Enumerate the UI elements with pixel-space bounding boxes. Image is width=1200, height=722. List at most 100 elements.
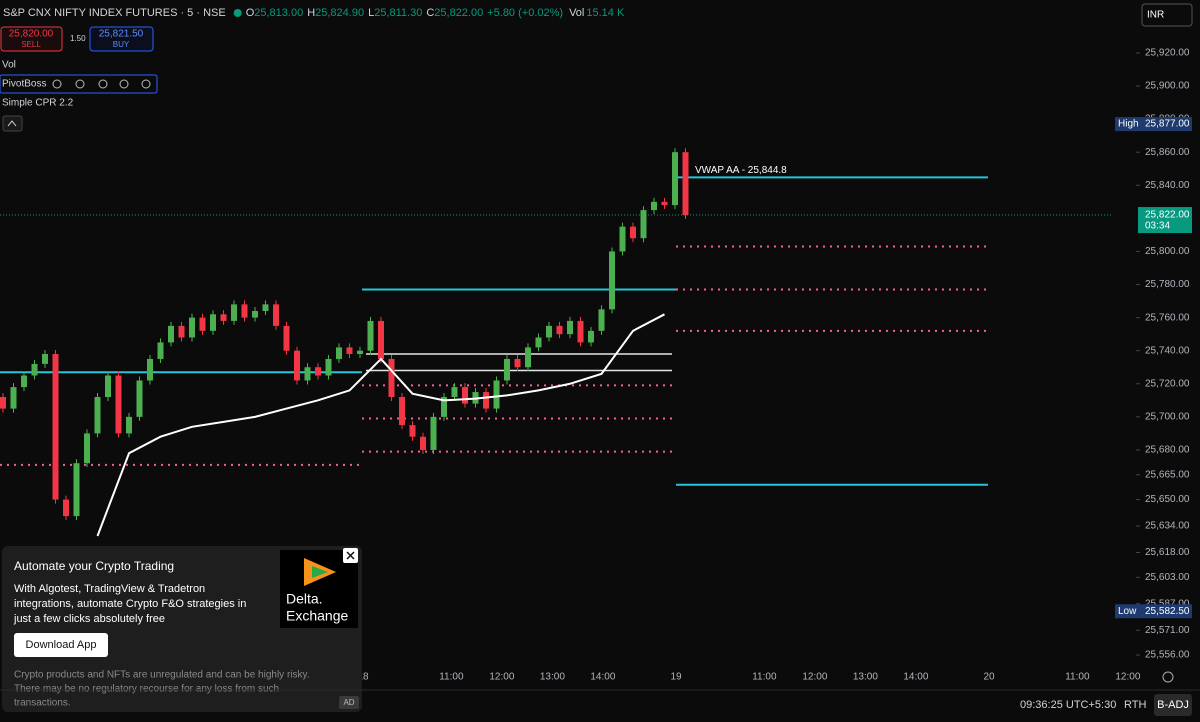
candle: [105, 375, 111, 398]
indicator-icon[interactable]: [75, 79, 85, 89]
indicator[interactable]: Vol: [2, 60, 16, 71]
candle: [672, 152, 678, 206]
collapse-button[interactable]: [2, 115, 23, 132]
badge-label: High: [1118, 119, 1139, 130]
disclaimer: Crypto products and NFTs are unregulated…: [14, 670, 310, 681]
y-tick-label: 25,920.00: [1145, 48, 1190, 59]
x-tick-label: 13:00: [853, 672, 878, 683]
indicator-icon[interactable]: [119, 79, 129, 89]
y-tick-label: 25,740.00: [1145, 345, 1190, 356]
price-badge: [1142, 117, 1192, 132]
popup-body: just a few clicks absolutely free: [13, 613, 165, 625]
candle: [661, 201, 668, 206]
candle: [462, 387, 468, 404]
buy-label[interactable]: BUY: [113, 40, 130, 49]
badge-price: 25,582.50: [1145, 606, 1190, 617]
candle: [294, 350, 300, 381]
ohlc-value: 25,822.00: [434, 7, 483, 19]
logo-text: Exchange: [286, 608, 348, 624]
currency[interactable]: INR: [1147, 10, 1164, 21]
adjust[interactable]: B-ADJ: [1157, 699, 1189, 711]
sell-label[interactable]: SELL: [21, 40, 41, 49]
y-tick-label: 25,634.00: [1145, 521, 1190, 532]
indicator-icon[interactable]: [141, 79, 151, 89]
adjust-box[interactable]: [1154, 694, 1192, 716]
download-button[interactable]: [14, 633, 108, 657]
session[interactable]: RTH: [1124, 699, 1146, 711]
x-tick-label: 11:00: [439, 672, 464, 683]
popup-title: Automate your Crypto Trading: [14, 559, 174, 573]
x-tick-label: 11:00: [752, 672, 777, 683]
candle: [441, 397, 447, 417]
buy-price[interactable]: 25,821.50: [99, 29, 144, 40]
buy-button[interactable]: [89, 26, 154, 52]
candle: [514, 358, 521, 368]
vwap-anchor-label: VWAP AA - 25,844.8: [695, 165, 787, 176]
indicator-icon[interactable]: [98, 79, 108, 89]
y-tick-label: 25,720.00: [1145, 378, 1190, 389]
currency-box[interactable]: [1141, 3, 1193, 27]
candle: [430, 416, 437, 450]
settings-icon[interactable]: [1162, 671, 1174, 683]
indicator-icon[interactable]: [52, 79, 62, 89]
candle: [493, 380, 500, 409]
candle: [525, 347, 531, 368]
candle: [115, 375, 122, 434]
badge-label: Low: [1118, 606, 1137, 617]
candle: [357, 350, 363, 355]
popup: [2, 546, 362, 712]
indicator[interactable]: PivotBoss: [2, 79, 46, 90]
indicator[interactable]: Simple CPR 2.2: [2, 98, 74, 109]
candle: [241, 304, 248, 318]
candle: [0, 397, 6, 409]
sell-price[interactable]: 25,820.00: [9, 29, 54, 40]
y-tick-label: 25,800.00: [1145, 246, 1190, 257]
candle: [283, 325, 290, 351]
disclaimer: There may be no regulatory recourse for …: [14, 684, 279, 695]
badge-price: 25,877.00: [1145, 119, 1190, 130]
candle: [157, 342, 164, 359]
candle: [21, 375, 27, 388]
y-tick-label: 25,760.00: [1145, 312, 1190, 323]
sell-button[interactable]: [0, 26, 63, 52]
y-tick-label: 25,556.00: [1145, 650, 1190, 661]
candle: [598, 309, 605, 331]
countdown: 03:34: [1145, 221, 1170, 232]
x-tick-label: 19: [670, 672, 682, 683]
y-tick-label: 25,900.00: [1145, 81, 1190, 92]
candle: [273, 304, 279, 326]
candle: [63, 499, 69, 517]
candle: [189, 317, 195, 338]
x-tick-label: 13:00: [540, 672, 565, 683]
candle: [325, 358, 332, 376]
candle: [252, 310, 258, 318]
x-tick-label: 20: [983, 672, 995, 683]
candle: [73, 463, 80, 517]
ohlc-value: 25,813.00: [254, 7, 303, 19]
candle: [136, 380, 143, 417]
ohlc-key: C: [426, 7, 434, 19]
candle: [94, 397, 101, 434]
x-tick-label: 11:00: [1065, 672, 1090, 683]
vwap-line: [96, 313, 665, 537]
candle: [304, 367, 311, 381]
y-tick-label: 25,840.00: [1145, 180, 1190, 191]
y-tick-label: 25,618.00: [1145, 547, 1190, 558]
x-tick-label: 12:00: [802, 672, 827, 683]
ohlc-key: H: [307, 7, 315, 19]
change: +5.80 (+0.02%): [487, 7, 563, 19]
candle: [147, 358, 153, 381]
download-label[interactable]: Download App: [26, 639, 97, 651]
market-status: [233, 9, 242, 17]
x-tick-label: 14:00: [903, 672, 928, 683]
candle: [535, 337, 542, 348]
candle: [378, 320, 384, 359]
candle: [451, 387, 458, 398]
candle: [220, 314, 227, 321]
candle: [231, 304, 237, 321]
candle: [409, 425, 416, 437]
ad-badge: [339, 696, 359, 709]
symbol: S&P CNX NIFTY INDEX FUTURES · 5 · NSE: [3, 7, 226, 19]
